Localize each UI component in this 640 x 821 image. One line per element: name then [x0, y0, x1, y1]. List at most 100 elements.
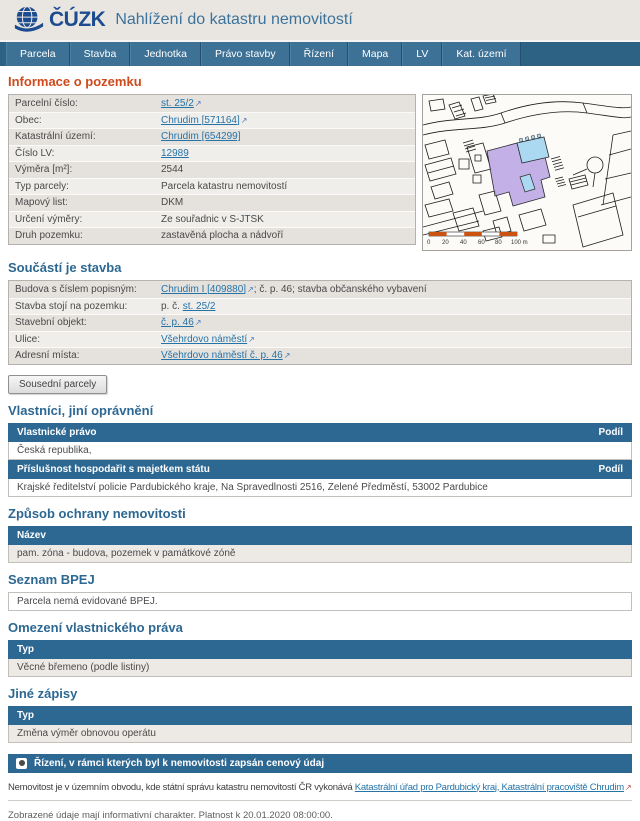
row-label: Ulice: [15, 333, 41, 345]
table-row: pam. zóna - budova, pozemek v památkové … [8, 544, 632, 563]
table-row: Změna výměr obnovou operátu [8, 724, 632, 743]
svg-text:20: 20 [442, 240, 449, 246]
table-row: Věcné břemeno (podle listiny) [8, 658, 632, 677]
nav-item-pravo-stavby[interactable]: Právo stavby [200, 42, 290, 66]
table-row: Katastrální území: Chrudim [654299] [9, 128, 415, 145]
column-header: Typ [17, 643, 35, 655]
row-value: Ze souřadnic v S-JTSK [161, 213, 264, 225]
section-heading-ochrana: Způsob ochrany nemovitosti [8, 505, 186, 521]
table-row: Budova s číslem popisným: Chrudim I [409… [9, 281, 631, 298]
table-row: Ulice: Všehrdovo náměstí↗ [9, 330, 631, 347]
row-label: Číslo LV: [15, 147, 55, 159]
row-label: Stavební objekt: [15, 317, 87, 329]
table-row: Druh pozemku: zastavěná plocha a nádvoří [9, 227, 415, 244]
table-header-row: Typ [8, 639, 632, 659]
row-label: Mapový list: [15, 197, 68, 209]
validity-disclaimer: Zobrazené údaje mají informativní charak… [8, 810, 333, 821]
row-value: DKM [161, 197, 184, 209]
cadastral-map[interactable]: 0 20 40 60 80 100 m [422, 94, 632, 251]
external-link-icon: ↗ [194, 318, 202, 328]
table-row: Stavební objekt: č. p. 46↗ [9, 314, 631, 331]
notice-text: Nemovitost je v územním obvodu, kde stát… [8, 781, 355, 793]
main-nav: Parcela Stavba Jednotka Právo stavby Říz… [0, 40, 640, 66]
parcel-info-table: Parcelní číslo: st. 25/2↗ Obec: Chrudim … [8, 94, 416, 245]
svg-text:100 m: 100 m [511, 240, 528, 246]
svg-text:60: 60 [478, 240, 485, 246]
owners-table: Vlastnické právo Podíl Česká republika, … [8, 422, 632, 497]
nav-item-lv[interactable]: LV [402, 42, 443, 66]
nav-item-jednotka[interactable]: Jednotka [130, 42, 201, 66]
row-label: Katastrální území: [15, 131, 96, 143]
map-scale-bar: 0 20 40 60 80 100 m [427, 231, 528, 246]
parcel-number-link[interactable]: st. 25/2 [161, 97, 194, 109]
nav-item-rizeni[interactable]: Řízení [289, 42, 348, 66]
table-row: Krajské ředitelství policie Pardubického… [8, 478, 632, 497]
nav-item-kat-uzemi[interactable]: Kat. území [442, 42, 521, 66]
svg-text:0: 0 [427, 240, 431, 246]
section-heading-bpej: Seznam BPEJ [8, 571, 95, 587]
row-value: zastavěná plocha a nádvoří [161, 230, 284, 242]
section-heading-stavba: Součástí je stavba [8, 260, 122, 275]
building-link[interactable]: Chrudim I [409880] [161, 283, 247, 295]
page-title: Informace o pozemku [8, 74, 142, 89]
row-value: Parcela katastru nemovitostí [161, 180, 288, 192]
price-proceedings-toggle[interactable]: Řízení, v rámci kterých byl k nemovitost… [8, 753, 632, 773]
price-proceedings-label: Řízení, v rámci kterých byl k nemovitost… [34, 757, 325, 769]
logo-text: ČÚZK [49, 8, 106, 31]
row-label: Parcelní číslo: [15, 97, 78, 109]
nav-item-mapa[interactable]: Mapa [348, 42, 403, 66]
municipality-link[interactable]: Chrudim [571164] [161, 114, 240, 126]
nav-item-parcela[interactable]: Parcela [6, 42, 70, 66]
restrictions-table: Typ Věcné břemeno (podle listiny) [8, 639, 632, 677]
column-header-share: Podíl [598, 426, 623, 438]
row-label: Obec: [15, 114, 42, 126]
external-link-icon: ↗ [624, 782, 632, 792]
address-link[interactable]: Všehrdovo náměstí č. p. 46 [161, 350, 283, 362]
external-link-icon: ↗ [240, 115, 248, 125]
row-value-suffix: ; č. p. 46; stavba občanského vybavení [253, 283, 427, 295]
lv-number-link[interactable]: 12989 [161, 147, 189, 159]
cadastral-office-link[interactable]: Katastrální úřad pro Pardubický kraj, Ka… [354, 781, 624, 793]
table-row: Mapový list: DKM [9, 194, 415, 211]
other-records-table: Typ Změna výměr obnovou operátu [8, 705, 632, 743]
cadastral-area-link[interactable]: Chrudim [654299] [161, 131, 241, 143]
row-label: Určení výměry: [15, 213, 83, 225]
row-value-prefix: p. č. [161, 300, 183, 312]
globe-icon [13, 4, 45, 37]
external-link-icon: ↗ [194, 98, 202, 108]
external-link-icon: ↗ [248, 334, 255, 344]
parcel-ref-link[interactable]: st. 25/2 [182, 300, 216, 312]
table-row: Typ parcely: Parcela katastru nemovitost… [9, 177, 415, 194]
footer-divider [8, 799, 632, 801]
section-heading-omezeni: Omezení vlastnického práva [8, 619, 183, 635]
row-label: Výměra [m²]: [15, 164, 73, 176]
section-heading-jine-zapisy: Jiné zápisy [8, 685, 78, 701]
content: Informace o pozemku Parcelní číslo: st. … [0, 74, 640, 821]
app-title: Nahlížení do katastru nemovitostí [115, 11, 353, 28]
table-row: Adresní místa: Všehrdovo náměstí č. p. 4… [9, 347, 631, 364]
table-header-row: Typ [8, 705, 632, 725]
row-label: Adresní místa: [15, 350, 80, 362]
row-label: Typ parcely: [15, 180, 69, 192]
highlighted-building [516, 133, 550, 193]
row-value: 2544 [161, 164, 184, 176]
bpej-note: Parcela nemá evidované BPEJ. [8, 591, 632, 611]
svg-text:80: 80 [495, 240, 502, 246]
table-row: Číslo LV: 12989 [9, 144, 415, 161]
column-header: Vlastnické právo [17, 426, 97, 438]
expand-toggle-icon [16, 757, 27, 769]
table-header-row: Příslušnost hospodařit s majetkem státu … [8, 459, 632, 479]
neighbor-parcels-button[interactable]: Sousední parcely [8, 374, 108, 394]
page-header: ČÚZK Nahlížení do katastru nemovitostí [0, 0, 640, 40]
row-label: Druh pozemku: [15, 230, 83, 242]
table-row: Česká republika, [8, 441, 632, 460]
table-row: Parcelní číslo: st. 25/2↗ [9, 95, 415, 112]
row-label: Stavba stojí na pozemku: [15, 300, 128, 312]
street-link[interactable]: Všehrdovo náměstí [161, 333, 248, 345]
jurisdiction-notice: Nemovitost je v územním obvodu, kde stát… [8, 782, 632, 793]
building-object-link[interactable]: č. p. 46 [161, 317, 194, 329]
column-header: Název [17, 529, 46, 541]
nav-item-stavba[interactable]: Stavba [69, 42, 131, 66]
table-row: Výměra [m²]: 2544 [9, 161, 415, 178]
cuzk-logo[interactable]: ČÚZK [13, 4, 106, 37]
